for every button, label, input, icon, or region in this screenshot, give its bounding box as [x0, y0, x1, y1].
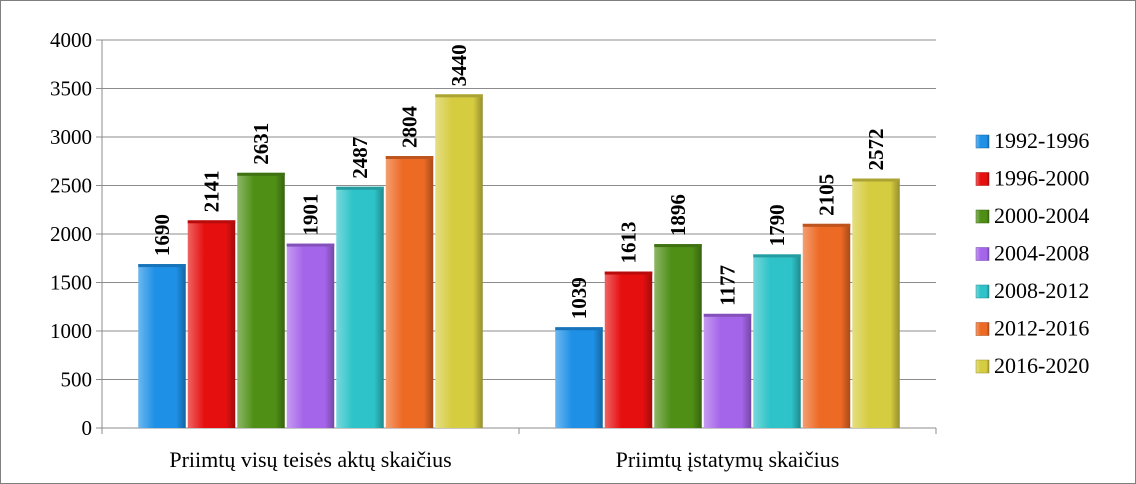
x-category-label: Priimtų įstatymų skaičius: [616, 447, 840, 472]
legend-label: 2012-2016: [994, 316, 1089, 341]
bar: [802, 223, 851, 428]
y-tick-label: 2500: [50, 174, 92, 198]
y-tick-label: 0: [82, 416, 93, 440]
bar-top: [385, 156, 434, 160]
data-label: 3440: [447, 44, 471, 86]
data-label: 1690: [150, 214, 174, 256]
bar-top: [138, 264, 186, 268]
data-label: 2487: [348, 137, 372, 179]
legend-swatch: [975, 247, 990, 261]
legend-swatch: [975, 284, 990, 299]
y-tick-label: 3000: [50, 125, 92, 149]
bar: [753, 254, 801, 428]
legend-label: 1996-2000: [994, 166, 1089, 191]
data-label: 2141: [200, 170, 224, 212]
bar: [654, 244, 702, 428]
legend-swatch: [975, 134, 990, 149]
data-label: 1039: [567, 277, 591, 319]
y-tick-label: 4000: [50, 28, 92, 52]
legend-swatch: [975, 359, 990, 374]
bar: [187, 220, 236, 428]
data-label: 1901: [299, 194, 323, 236]
bar-top: [286, 243, 335, 247]
bar: [138, 264, 186, 428]
legend-label: 1992-1996: [994, 128, 1089, 153]
data-label: 2804: [398, 106, 422, 149]
data-label: 1177: [716, 265, 740, 306]
bar-top: [604, 271, 653, 275]
y-tick-label: 1500: [50, 271, 92, 295]
data-label: 1896: [666, 194, 690, 236]
bar-top: [654, 244, 702, 248]
data-label: 2572: [864, 129, 888, 171]
legend-label: 2008-2012: [994, 278, 1089, 303]
legend-swatch: [975, 322, 990, 336]
data-label: 2105: [815, 174, 839, 216]
bar-top: [852, 178, 900, 182]
bar: [852, 178, 900, 428]
legend-swatch: [975, 172, 990, 186]
legend-label: 2016-2020: [994, 353, 1089, 378]
bar: [435, 94, 483, 428]
data-label: 1790: [765, 204, 789, 246]
bar-top: [336, 186, 384, 190]
bar: [336, 186, 384, 428]
y-tick-label: 2000: [50, 222, 92, 246]
data-label: 2631: [249, 123, 273, 165]
bar: [555, 327, 603, 428]
bar: [604, 271, 653, 428]
bar-top: [237, 172, 285, 176]
bar: [703, 313, 752, 428]
bar-top: [703, 313, 752, 317]
bar-top: [802, 223, 851, 227]
bar: [237, 172, 285, 428]
bar-top: [435, 94, 483, 98]
bar: [286, 243, 335, 428]
y-tick-label: 500: [61, 368, 93, 392]
y-tick-label: 3500: [50, 77, 92, 101]
x-category-label: Priimtų visų teisės aktų skaičius: [169, 447, 451, 472]
y-tick-label: 1000: [50, 319, 92, 343]
legend-label: 2004-2008: [994, 241, 1089, 266]
bar: [385, 156, 434, 428]
bar-top: [555, 327, 603, 331]
data-label: 1613: [617, 222, 641, 264]
legend-swatch: [975, 209, 990, 224]
bar-top: [753, 254, 801, 258]
legend-label: 2000-2004: [994, 203, 1089, 228]
bar-top: [187, 220, 236, 224]
